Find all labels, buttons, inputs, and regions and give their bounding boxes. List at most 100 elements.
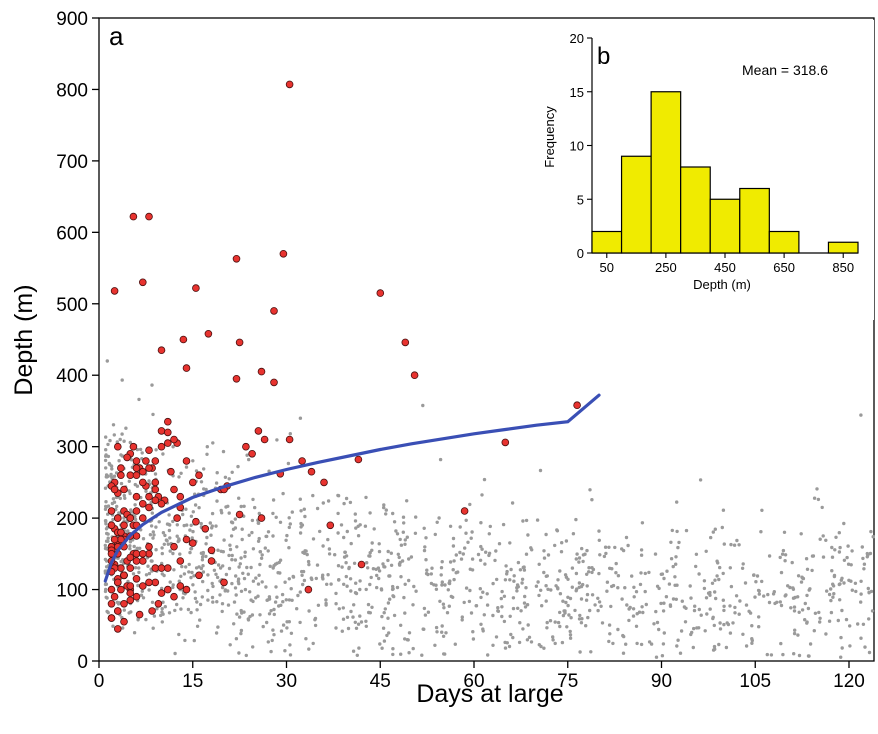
scatter-point-background: [313, 618, 317, 622]
scatter-point-highlight: [107, 614, 116, 622]
scatter-point-background: [103, 589, 108, 594]
scatter-point-background: [345, 584, 349, 588]
scatter-point-background: [435, 520, 439, 524]
scatter-point-background: [588, 608, 592, 613]
scatter-point-background: [837, 550, 842, 554]
scatter-point-background: [540, 604, 544, 608]
scatter-point-background: [566, 577, 570, 581]
scatter-point-background: [205, 452, 209, 456]
scatter-point-background: [351, 615, 355, 619]
scatter-point-background: [233, 558, 238, 562]
scatter-point-background: [195, 624, 200, 628]
scatter-point-highlight: [139, 514, 147, 522]
scatter-point-background: [311, 641, 315, 646]
scatter-point-background: [711, 530, 715, 534]
scatter-point-background: [842, 521, 846, 526]
scatter-point-background: [414, 589, 418, 593]
scatter-point-background: [270, 638, 274, 643]
scatter-point-background: [821, 534, 825, 538]
scatter-point-background: [753, 595, 757, 599]
scatter-point-background: [161, 612, 165, 616]
scatter-point-highlight: [182, 535, 191, 544]
scatter-point-background: [440, 630, 444, 634]
scatter-point-background: [151, 412, 155, 417]
scatter-point-background: [348, 577, 353, 581]
scatter-point-highlight: [132, 507, 141, 515]
scatter-point-background: [481, 629, 485, 633]
scatter-point-background: [590, 593, 595, 597]
scatter-point-background: [137, 566, 141, 570]
scatter-point-background: [660, 654, 665, 658]
scatter-point-background: [220, 602, 225, 606]
scatter-point-background: [288, 432, 292, 436]
scatter-point-background: [298, 590, 302, 594]
scatter-point-background: [106, 532, 110, 536]
scatter-point-highlight: [151, 485, 160, 494]
scatter-point-background: [221, 564, 225, 568]
scatter-point-background: [234, 574, 238, 578]
scatter-point-background: [720, 525, 724, 530]
scatter-point-background: [820, 505, 824, 510]
scatter-point-background: [303, 514, 307, 519]
scatter-point-background: [388, 574, 392, 578]
scatter-point-background: [485, 603, 490, 607]
scatter-point-background: [566, 603, 570, 608]
scatter-point-background: [257, 536, 261, 541]
scatter-point-background: [792, 631, 797, 636]
scatter-point-background: [149, 559, 153, 563]
scatter-point-background: [201, 564, 205, 568]
scatter-point-background: [459, 557, 464, 561]
scatter-point-background: [214, 524, 218, 528]
scatter-point-highlight: [189, 539, 197, 547]
scatter-point-background: [391, 511, 395, 516]
scatter-point-background: [161, 600, 165, 604]
scatter-point-background: [407, 557, 411, 561]
scatter-point-background: [520, 581, 524, 585]
scatter-point-background: [516, 606, 520, 610]
scatter-point-background: [286, 461, 291, 466]
scatter-point-background: [122, 608, 127, 612]
scatter-point-background: [609, 604, 613, 609]
scatter-point-background: [671, 597, 676, 601]
scatter-point-background: [228, 547, 233, 552]
scatter-point-background: [791, 586, 795, 590]
scatter-point-background: [488, 524, 492, 529]
scatter-point-background: [120, 432, 124, 436]
scatter-point-background: [371, 567, 376, 571]
y-tick-label: 500: [56, 295, 88, 316]
scatter-point-background: [724, 645, 729, 650]
scatter-point-background: [546, 587, 550, 591]
scatter-point-background: [433, 532, 437, 537]
scatter-point-background: [364, 587, 368, 592]
scatter-point-background: [865, 551, 869, 556]
scatter-point-highlight: [114, 578, 122, 587]
scatter-point-background: [460, 615, 464, 619]
scatter-point-background: [516, 560, 521, 565]
scatter-point-background: [190, 536, 194, 540]
scatter-point-background: [150, 383, 154, 387]
scatter-point-background: [399, 652, 403, 656]
scatter-point-background: [157, 520, 161, 524]
histogram-bar: [827, 241, 859, 254]
scatter-point-background: [542, 570, 546, 575]
scatter-point-background: [154, 525, 158, 529]
scatter-point-highlight: [117, 564, 125, 572]
scatter-point-background: [571, 532, 576, 536]
scatter-point-background: [508, 578, 512, 582]
scatter-point-background: [757, 592, 761, 596]
scatter-point-background: [581, 553, 586, 557]
scatter-point-background: [585, 592, 590, 597]
scatter-point-background: [148, 533, 153, 537]
scatter-point-background: [638, 582, 643, 587]
scatter-point-background: [523, 594, 527, 599]
scatter-point-highlight: [201, 524, 210, 533]
scatter-point-background: [479, 544, 483, 549]
scatter-point-background: [103, 507, 108, 511]
scatter-point-highlight: [170, 485, 178, 494]
scatter-point-background: [479, 595, 483, 600]
scatter-point-background: [386, 616, 390, 620]
scatter-point-highlight: [260, 435, 269, 444]
scatter-point-highlight: [107, 599, 116, 608]
inset-x-tick-label: 850: [832, 260, 854, 275]
scatter-point-highlight: [120, 571, 128, 580]
